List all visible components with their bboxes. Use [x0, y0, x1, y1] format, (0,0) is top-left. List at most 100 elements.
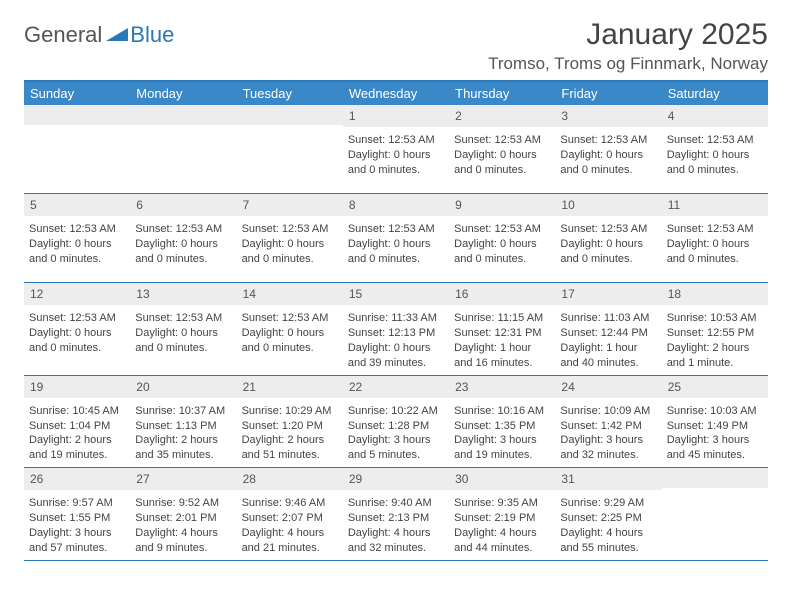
- day-number: 28: [237, 468, 343, 490]
- day-cell: [662, 468, 768, 560]
- day-number: 21: [237, 376, 343, 398]
- day-number: 18: [662, 283, 768, 305]
- day-content: [662, 488, 768, 498]
- day-number: 2: [449, 105, 555, 127]
- week-row: 5Sunset: 12:53 AMDaylight: 0 hours and 0…: [24, 194, 768, 283]
- day-content: Sunrise: 9:40 AMSunset: 2:13 PMDaylight:…: [343, 490, 449, 559]
- day-content: Sunrise: 9:57 AMSunset: 1:55 PMDaylight:…: [24, 490, 130, 559]
- day-number: 10: [555, 194, 661, 216]
- day-number: 15: [343, 283, 449, 305]
- day-cell: 31Sunrise: 9:29 AMSunset: 2:25 PMDayligh…: [555, 468, 661, 560]
- day-content: Sunrise: 9:52 AMSunset: 2:01 PMDaylight:…: [130, 490, 236, 559]
- day-content: [24, 125, 130, 135]
- day-cell: 4Sunset: 12:53 AMDaylight: 0 hours and 0…: [662, 105, 768, 193]
- day-cell: 1Sunset: 12:53 AMDaylight: 0 hours and 0…: [343, 105, 449, 193]
- day-number: 20: [130, 376, 236, 398]
- day-cell: 17Sunrise: 11:03 AMSunset: 12:44 PMDayli…: [555, 283, 661, 375]
- day-content: Sunset: 12:53 AMDaylight: 0 hours and 0 …: [24, 216, 130, 271]
- day-content: Sunset: 12:53 AMDaylight: 0 hours and 0 …: [237, 305, 343, 360]
- day-cell: 18Sunrise: 10:53 AMSunset: 12:55 PMDayli…: [662, 283, 768, 375]
- day-cell: 19Sunrise: 10:45 AMSunset: 1:04 PMDaylig…: [24, 376, 130, 468]
- day-cell: 29Sunrise: 9:40 AMSunset: 2:13 PMDayligh…: [343, 468, 449, 560]
- day-content: Sunset: 12:53 AMDaylight: 0 hours and 0 …: [555, 216, 661, 271]
- weekday-header: Monday: [130, 82, 236, 105]
- day-content: Sunset: 12:53 AMDaylight: 0 hours and 0 …: [24, 305, 130, 360]
- day-content: Sunrise: 10:29 AMSunset: 1:20 PMDaylight…: [237, 398, 343, 467]
- day-content: Sunrise: 10:22 AMSunset: 1:28 PMDaylight…: [343, 398, 449, 467]
- week-row: 1Sunset: 12:53 AMDaylight: 0 hours and 0…: [24, 105, 768, 194]
- day-cell: 3Sunset: 12:53 AMDaylight: 0 hours and 0…: [555, 105, 661, 193]
- day-number: 7: [237, 194, 343, 216]
- day-cell: 20Sunrise: 10:37 AMSunset: 1:13 PMDaylig…: [130, 376, 236, 468]
- day-cell: 6Sunset: 12:53 AMDaylight: 0 hours and 0…: [130, 194, 236, 282]
- day-number: 14: [237, 283, 343, 305]
- day-content: Sunrise: 9:29 AMSunset: 2:25 PMDaylight:…: [555, 490, 661, 559]
- logo: General Blue: [24, 22, 174, 48]
- day-cell: 23Sunrise: 10:16 AMSunset: 1:35 PMDaylig…: [449, 376, 555, 468]
- weekday-header-row: SundayMondayTuesdayWednesdayThursdayFrid…: [24, 82, 768, 105]
- week-row: 12Sunset: 12:53 AMDaylight: 0 hours and …: [24, 283, 768, 376]
- header: General Blue January 2025 Tromso, Troms …: [24, 18, 768, 74]
- week-row: 19Sunrise: 10:45 AMSunset: 1:04 PMDaylig…: [24, 376, 768, 469]
- day-cell: 9Sunset: 12:53 AMDaylight: 0 hours and 0…: [449, 194, 555, 282]
- day-content: [237, 125, 343, 135]
- day-content: Sunset: 12:53 AMDaylight: 0 hours and 0 …: [130, 305, 236, 360]
- day-number: 9: [449, 194, 555, 216]
- day-number: 29: [343, 468, 449, 490]
- day-content: Sunset: 12:53 AMDaylight: 0 hours and 0 …: [555, 127, 661, 182]
- day-number: 3: [555, 105, 661, 127]
- day-number: 26: [24, 468, 130, 490]
- day-number: [130, 105, 236, 125]
- day-number: 30: [449, 468, 555, 490]
- day-content: Sunrise: 10:03 AMSunset: 1:49 PMDaylight…: [662, 398, 768, 467]
- day-content: Sunset: 12:53 AMDaylight: 0 hours and 0 …: [449, 216, 555, 271]
- day-number: [237, 105, 343, 125]
- day-content: Sunrise: 10:45 AMSunset: 1:04 PMDaylight…: [24, 398, 130, 467]
- day-cell: 24Sunrise: 10:09 AMSunset: 1:42 PMDaylig…: [555, 376, 661, 468]
- day-cell: 12Sunset: 12:53 AMDaylight: 0 hours and …: [24, 283, 130, 375]
- day-cell: 8Sunset: 12:53 AMDaylight: 0 hours and 0…: [343, 194, 449, 282]
- location: Tromso, Troms og Finnmark, Norway: [488, 54, 768, 74]
- day-content: Sunrise: 11:03 AMSunset: 12:44 PMDayligh…: [555, 305, 661, 374]
- day-number: 5: [24, 194, 130, 216]
- day-number: 31: [555, 468, 661, 490]
- day-cell: 28Sunrise: 9:46 AMSunset: 2:07 PMDayligh…: [237, 468, 343, 560]
- day-cell: 14Sunset: 12:53 AMDaylight: 0 hours and …: [237, 283, 343, 375]
- day-content: Sunrise: 11:33 AMSunset: 12:13 PMDayligh…: [343, 305, 449, 374]
- day-content: Sunrise: 10:53 AMSunset: 12:55 PMDayligh…: [662, 305, 768, 374]
- day-cell: [130, 105, 236, 193]
- day-number: 24: [555, 376, 661, 398]
- day-number: 19: [24, 376, 130, 398]
- day-number: 17: [555, 283, 661, 305]
- day-content: Sunrise: 9:46 AMSunset: 2:07 PMDaylight:…: [237, 490, 343, 559]
- day-cell: 11Sunset: 12:53 AMDaylight: 0 hours and …: [662, 194, 768, 282]
- day-content: Sunrise: 10:16 AMSunset: 1:35 PMDaylight…: [449, 398, 555, 467]
- day-cell: 16Sunrise: 11:15 AMSunset: 12:31 PMDayli…: [449, 283, 555, 375]
- day-content: Sunset: 12:53 AMDaylight: 0 hours and 0 …: [343, 127, 449, 182]
- weekday-header: Wednesday: [343, 82, 449, 105]
- day-cell: 26Sunrise: 9:57 AMSunset: 1:55 PMDayligh…: [24, 468, 130, 560]
- logo-text-blue: Blue: [130, 22, 174, 48]
- day-content: Sunset: 12:53 AMDaylight: 0 hours and 0 …: [343, 216, 449, 271]
- day-number: 16: [449, 283, 555, 305]
- week-row: 26Sunrise: 9:57 AMSunset: 1:55 PMDayligh…: [24, 468, 768, 561]
- day-cell: [237, 105, 343, 193]
- day-number: 25: [662, 376, 768, 398]
- day-number: 11: [662, 194, 768, 216]
- day-content: Sunrise: 11:15 AMSunset: 12:31 PMDayligh…: [449, 305, 555, 374]
- day-cell: 21Sunrise: 10:29 AMSunset: 1:20 PMDaylig…: [237, 376, 343, 468]
- month-title: January 2025: [488, 18, 768, 52]
- day-cell: 27Sunrise: 9:52 AMSunset: 2:01 PMDayligh…: [130, 468, 236, 560]
- day-number: 4: [662, 105, 768, 127]
- day-number: 6: [130, 194, 236, 216]
- day-content: Sunset: 12:53 AMDaylight: 0 hours and 0 …: [662, 127, 768, 182]
- day-content: Sunset: 12:53 AMDaylight: 0 hours and 0 …: [449, 127, 555, 182]
- day-number: [24, 105, 130, 125]
- header-right: January 2025 Tromso, Troms og Finnmark, …: [488, 18, 768, 74]
- weekday-header: Saturday: [662, 82, 768, 105]
- day-content: Sunset: 12:53 AMDaylight: 0 hours and 0 …: [130, 216, 236, 271]
- day-number: 8: [343, 194, 449, 216]
- logo-text-general: General: [24, 22, 102, 48]
- day-content: Sunrise: 10:37 AMSunset: 1:13 PMDaylight…: [130, 398, 236, 467]
- day-number: 27: [130, 468, 236, 490]
